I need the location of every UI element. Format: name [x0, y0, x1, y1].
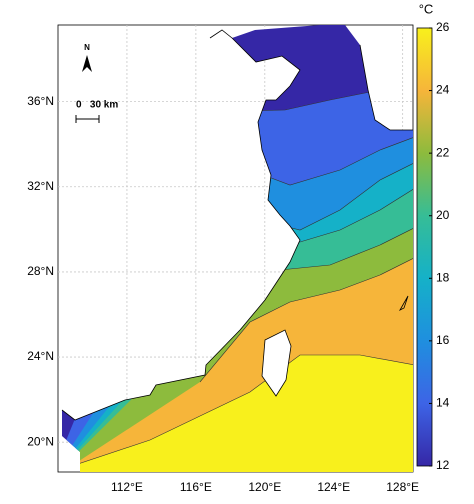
- x-tick-label: 116°E: [180, 480, 212, 494]
- contour-line: [259, 224, 413, 273]
- colorbar-tick-label: 26: [436, 20, 450, 34]
- taiwan: [261, 329, 292, 397]
- colorbar-tick-label: 20: [436, 208, 450, 222]
- y-tick-label: 20°N: [27, 434, 54, 448]
- scale-bar: [75, 115, 100, 123]
- x-tick-label: 124°E: [317, 480, 350, 494]
- colorbar-tick-label: 16: [436, 333, 450, 347]
- colorbar-tick-label: 14: [436, 396, 450, 410]
- y-tick-label: 32°N: [27, 179, 54, 193]
- y-tick-label: 36°N: [27, 94, 54, 108]
- colorbar-tick-label: 22: [436, 145, 450, 159]
- y-tick-label: 24°N: [27, 349, 54, 363]
- x-tick-label: 112°E: [111, 480, 143, 494]
- colorbar-tick-label: 24: [436, 83, 450, 97]
- x-tick-label: 128°E: [386, 480, 419, 494]
- colorbar: [416, 27, 433, 467]
- y-tick-label: 28°N: [27, 264, 54, 278]
- contour-line: [249, 134, 413, 186]
- north-arrow: [82, 55, 92, 72]
- x-tick-label: 120°E: [248, 480, 281, 494]
- colorbar-tick-label: 12: [436, 458, 450, 472]
- contour-line: [199, 254, 413, 383]
- unit-label: °C: [419, 1, 434, 16]
- north-label: N: [84, 43, 90, 52]
- coastline: [61, 29, 413, 421]
- temperature-band: [62, 355, 413, 472]
- scale-label: 0 30 km: [76, 100, 118, 111]
- colorbar-tick-label: 18: [436, 270, 450, 284]
